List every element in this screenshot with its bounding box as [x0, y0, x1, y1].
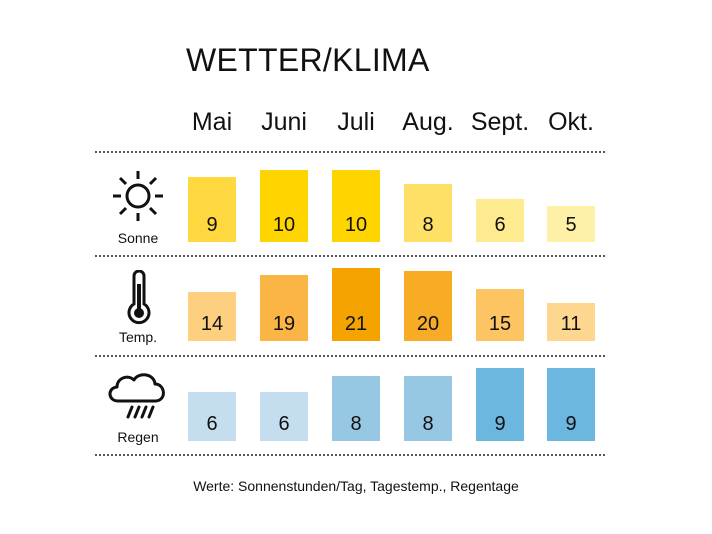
regen-value-label: 9 — [565, 413, 577, 435]
temp-value-label: 15 — [488, 313, 512, 335]
sonne-bar-0 — [188, 177, 236, 242]
thermometer-icon — [127, 270, 151, 325]
rain-cloud-icon — [108, 373, 165, 419]
month-label: Okt. — [548, 108, 594, 136]
temp-value-label: 20 — [416, 313, 440, 335]
month-label: Aug. — [402, 108, 454, 136]
row-label-temp: Temp. — [118, 329, 158, 345]
month-label: Juli — [337, 108, 375, 136]
regen-bar-0 — [188, 392, 236, 441]
sonne-value-label: 6 — [494, 214, 506, 236]
footnote: Werte: Sonnenstunden/Tag, Tagestemp., Re… — [193, 478, 519, 494]
row-label-sonne: Sonne — [117, 230, 159, 246]
regen-value-label: 6 — [206, 413, 218, 435]
month-label: Sept. — [470, 108, 530, 136]
sonne-value-label: 5 — [565, 214, 577, 236]
divider-2 — [95, 355, 605, 357]
regen-value-label: 8 — [350, 413, 362, 435]
temp-bar-5 — [547, 303, 595, 341]
month-label: Mai — [191, 108, 233, 136]
row-label-regen: Regen — [117, 429, 159, 445]
temp-value-label: 14 — [200, 313, 224, 335]
sonne-bar-4 — [476, 199, 524, 242]
sonne-value-label: 9 — [206, 214, 218, 236]
sonne-value-label: 10 — [344, 214, 368, 236]
temp-bar-2 — [332, 268, 380, 341]
sonne-value-label: 8 — [422, 214, 434, 236]
regen-value-label: 8 — [422, 413, 434, 435]
month-label: Juni — [261, 108, 307, 136]
chart-title: WETTER/KLIMA — [186, 42, 430, 78]
sonne-bar-5 — [547, 206, 595, 242]
regen-bar-3 — [404, 376, 452, 441]
temp-bar-1 — [260, 275, 308, 341]
sun-icon — [113, 171, 163, 221]
month-header: Mai Juni Juli Aug. Sept. Okt. — [0, 108, 712, 148]
sonne-value-label: 10 — [272, 214, 296, 236]
temp-bar-0 — [188, 292, 236, 341]
sonne-bar-1 — [260, 170, 308, 242]
divider-top — [95, 151, 605, 153]
sonne-bar-2 — [332, 170, 380, 242]
divider-1 — [95, 255, 605, 257]
temp-bar-3 — [404, 271, 452, 341]
regen-bar-1 — [260, 392, 308, 441]
regen-value-label: 6 — [278, 413, 290, 435]
regen-value-label: 9 — [494, 413, 506, 435]
regen-bar-5 — [547, 368, 595, 441]
regen-bar-4 — [476, 368, 524, 441]
temp-value-label: 19 — [272, 313, 296, 335]
sonne-bar-3 — [404, 184, 452, 242]
divider-bottom — [95, 454, 605, 456]
temp-value-label: 21 — [344, 313, 368, 335]
regen-bar-2 — [332, 376, 380, 441]
temp-value-label: 11 — [560, 313, 582, 335]
temp-bar-4 — [476, 289, 524, 341]
